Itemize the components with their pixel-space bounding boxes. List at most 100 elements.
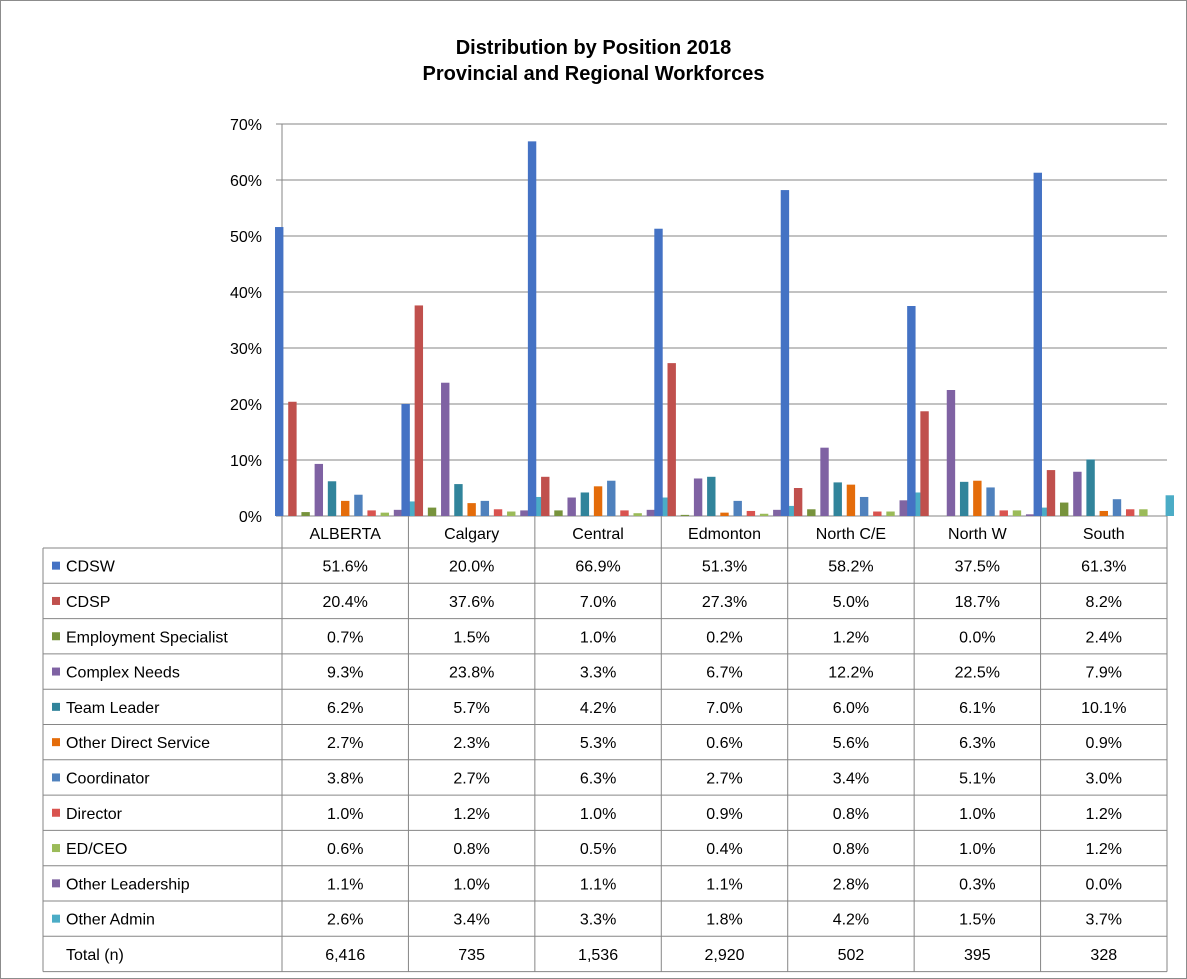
data-label: 1.2%	[453, 806, 489, 823]
bar-cdsp	[793, 488, 803, 516]
data-label: 6.7%	[706, 665, 742, 682]
legend-swatch	[52, 879, 60, 888]
data-label: 18.7%	[955, 594, 1000, 611]
data-label: 0.0%	[959, 629, 995, 646]
bar-other-direct-service	[846, 484, 856, 516]
bar-employment-specialist	[427, 507, 437, 516]
bar-other-admin	[1165, 495, 1174, 516]
legend-swatch	[52, 667, 60, 676]
bar-coordinator	[480, 500, 490, 516]
legend-swatch	[52, 632, 60, 641]
data-label: 1.0%	[453, 876, 489, 893]
data-label: 20.4%	[323, 594, 368, 611]
bar-complex-needs	[314, 463, 324, 516]
data-label: 1.8%	[706, 912, 742, 929]
bar-ed-ceo	[507, 511, 516, 516]
chart-title-block: Distribution by Position 2018 Provincial…	[0, 35, 1187, 87]
bar-coordinator	[733, 500, 742, 516]
chart-subtitle: Provincial and Regional Workforces	[422, 63, 765, 85]
bar-cdsp	[667, 363, 676, 516]
data-label: 4.2%	[580, 700, 616, 717]
legend-label: Coordinator	[66, 770, 150, 787]
bar-other-direct-service	[973, 480, 982, 516]
bar-complex-needs	[441, 382, 450, 516]
bar-other-direct-service	[593, 486, 603, 516]
bar-ed-ceo	[886, 511, 895, 516]
bar-employment-specialist	[680, 514, 690, 516]
bar-cdsw	[527, 141, 537, 517]
legend-label: Director	[66, 806, 123, 823]
bar-team-leader	[833, 482, 842, 516]
chart-title: Distribution by Position 2018	[455, 37, 732, 59]
data-label: 7.9%	[1086, 665, 1122, 682]
bar-ed-ceo	[1139, 509, 1148, 516]
data-label: 10.1%	[1081, 700, 1126, 717]
data-label: 51.6%	[323, 559, 368, 576]
legend-label: Complex Needs	[66, 665, 180, 682]
data-label: 8.2%	[1086, 594, 1122, 611]
bar-cdsp	[541, 476, 550, 516]
data-label: 22.5%	[955, 665, 1000, 682]
total-value: 395	[964, 947, 991, 964]
data-label: 0.4%	[706, 841, 742, 858]
legend-label: CDSW	[66, 559, 116, 576]
data-label: 0.3%	[959, 876, 995, 893]
data-label: 0.8%	[833, 841, 869, 858]
data-label: 2.7%	[706, 770, 742, 787]
legend-label: CDSP	[66, 594, 110, 611]
bar-cdsp	[920, 411, 929, 516]
data-label: 0.6%	[706, 735, 742, 752]
data-label: 3.7%	[1086, 912, 1122, 929]
bar-team-leader	[454, 484, 463, 516]
bar-other-direct-service	[1099, 510, 1108, 516]
legend-swatch	[52, 808, 60, 817]
bar-other-admin	[1039, 507, 1048, 516]
data-label: 9.3%	[327, 665, 363, 682]
bar-employment-specialist	[807, 509, 816, 516]
legend-swatch	[52, 773, 60, 782]
data-label: 37.5%	[955, 559, 1000, 576]
bar-other-admin	[659, 497, 669, 516]
category-label: Calgary	[444, 526, 499, 543]
bar-team-leader	[327, 481, 337, 516]
bar-other-direct-service	[720, 512, 729, 516]
bar-coordinator	[354, 494, 363, 516]
bar-ed-ceo	[759, 513, 769, 516]
legend-label: Team Leader	[66, 700, 160, 717]
y-tick-label: 50%	[230, 229, 262, 246]
bar-cdsw	[654, 228, 663, 516]
data-label: 6.0%	[833, 700, 869, 717]
data-label: 5.6%	[833, 735, 869, 752]
data-label: 0.5%	[580, 841, 616, 858]
data-label: 0.8%	[833, 806, 869, 823]
legend-label: Other Leadership	[66, 876, 190, 893]
legend-swatch	[52, 596, 60, 605]
bar-director	[367, 510, 376, 516]
data-label: 1.2%	[1086, 806, 1122, 823]
bar-other-admin	[533, 496, 542, 516]
total-value: 2,920	[704, 947, 744, 964]
data-label: 1.0%	[959, 806, 995, 823]
data-label: 2.3%	[453, 735, 489, 752]
data-label: 66.9%	[575, 559, 620, 576]
category-label: Central	[572, 526, 624, 543]
bar-cdsw	[780, 190, 790, 516]
data-label: 20.0%	[449, 559, 494, 576]
data-label: 0.0%	[1086, 876, 1122, 893]
bar-complex-needs	[820, 447, 829, 516]
data-label: 1.0%	[327, 806, 363, 823]
data-label: 0.6%	[327, 841, 363, 858]
data-label: 3.3%	[580, 665, 616, 682]
bar-employment-specialist	[554, 510, 563, 516]
data-label: 0.9%	[706, 806, 742, 823]
bar-team-leader	[1086, 459, 1095, 516]
legend-label: Other Admin	[66, 912, 155, 929]
data-label: 3.8%	[327, 770, 363, 787]
data-label: 51.3%	[702, 559, 747, 576]
data-label: 0.8%	[453, 841, 489, 858]
y-tick-label: 30%	[230, 341, 262, 358]
data-label: 0.7%	[327, 629, 363, 646]
legend-swatch	[52, 702, 60, 711]
data-label: 61.3%	[1081, 559, 1126, 576]
